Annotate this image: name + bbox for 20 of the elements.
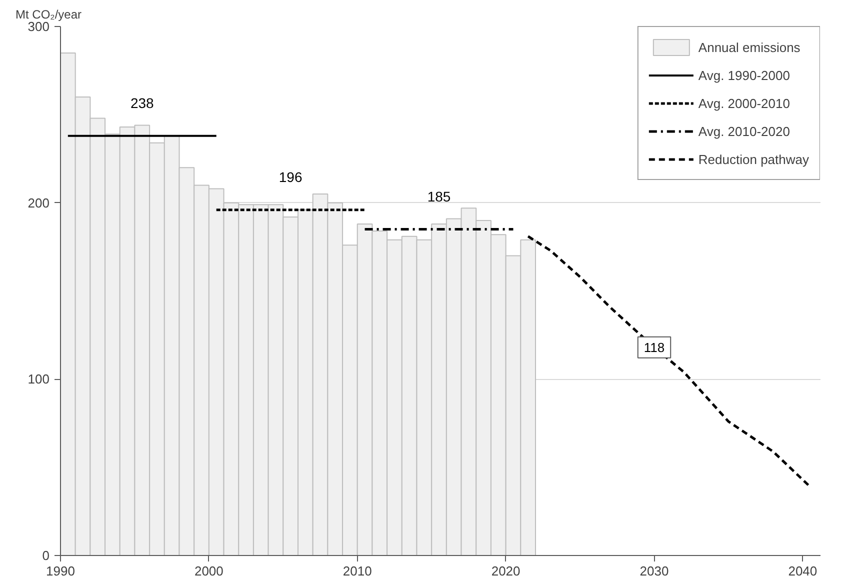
x-tick-label: 2040: [788, 564, 818, 578]
y-axis-title: Mt CO₂/year: [16, 8, 82, 22]
y-tick-label: 200: [28, 195, 50, 210]
line-series: [526, 235, 812, 488]
legend-label: Avg. 2000-2010: [698, 96, 790, 110]
legend-label: Avg. 1990-2000: [698, 68, 790, 82]
y-tick-label: 100: [28, 372, 50, 387]
y-tick-label: 300: [28, 19, 50, 34]
legend-label: Avg. 2010-2020: [698, 124, 790, 138]
legend-label: Reduction pathway: [698, 152, 809, 166]
x-tick-label: 2000: [194, 564, 224, 578]
x-tick-label: 1990: [46, 564, 75, 578]
legend-label: Annual emissions: [698, 40, 800, 54]
y-tick-label: 0: [42, 548, 50, 563]
annotation: 185: [427, 188, 451, 204]
x-tick-label: 2020: [491, 564, 520, 578]
x-tick-label: 2030: [640, 564, 669, 578]
annotation: 196: [278, 168, 302, 185]
annotation: 238: [130, 94, 154, 111]
x-tick-label: 2010: [342, 564, 372, 578]
